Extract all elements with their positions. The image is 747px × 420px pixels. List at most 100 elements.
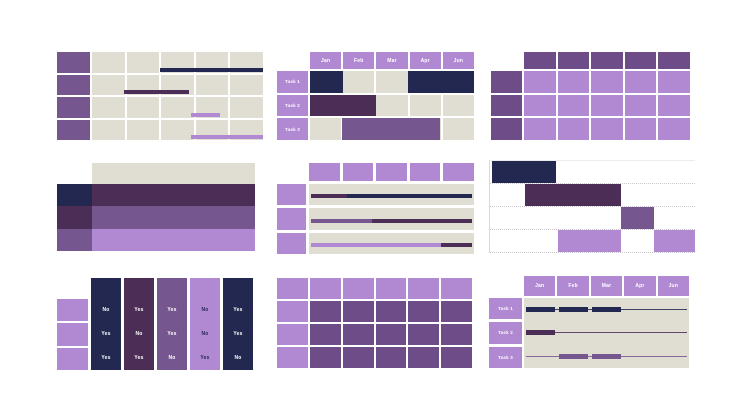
- grid-cell: [376, 71, 408, 93]
- row-header-cell: [277, 208, 306, 230]
- matrix-cell: Yes: [167, 331, 177, 337]
- grid-cell: [195, 74, 229, 95]
- cascade-row: [490, 184, 695, 207]
- gantt-bar: [524, 184, 622, 206]
- stacked-row-bar: [92, 184, 255, 207]
- progress-segment: [441, 243, 472, 248]
- corner-cell: [491, 52, 522, 69]
- matrix-column: No No Yes: [190, 278, 220, 370]
- matrix-cell: Yes: [134, 307, 144, 313]
- grid-cell: [230, 52, 263, 73]
- timeline-segment: [559, 307, 588, 313]
- thumbnail-stacked-bars[interactable]: [57, 163, 255, 251]
- timeline-segment: [526, 330, 555, 336]
- progress-track: [309, 184, 474, 206]
- corner-cell: [277, 52, 308, 69]
- row-header-column: [57, 52, 90, 140]
- progress-row: [277, 232, 474, 254]
- row-header-cell: [57, 52, 90, 73]
- gantt-bar: [557, 230, 622, 252]
- thumbnail-purple-table[interactable]: [491, 52, 690, 140]
- row-header-cell: [491, 94, 522, 117]
- body-cell: [658, 94, 690, 117]
- gantt-bar: [159, 67, 263, 72]
- progress-row: [277, 208, 474, 230]
- body-cell: [375, 324, 407, 345]
- column-header-cell: [443, 163, 474, 181]
- gantt-row-area: [310, 71, 475, 93]
- grid-cell: [195, 97, 229, 118]
- grid-row: [92, 119, 263, 140]
- grid-cell: [92, 52, 125, 73]
- matrix-cell: No: [201, 331, 209, 337]
- month-header-cell: Jan: [524, 276, 556, 296]
- progress-segment: [311, 243, 442, 248]
- column-header-cell: [409, 163, 441, 181]
- task-label-cell: Task 2: [277, 94, 308, 117]
- gantt-bar: [408, 71, 474, 93]
- thumbnail-yes-no-matrix[interactable]: No Yes Yes Yes No Yes Yes Yes No No No Yes Yes Yes No: [57, 278, 253, 370]
- gantt-row: Task 2: [277, 94, 475, 117]
- body-cell: [591, 94, 623, 117]
- progress-bar: [311, 194, 472, 199]
- grid-cell: [310, 118, 342, 141]
- thumbnail-shaded-table[interactable]: [277, 278, 472, 368]
- progress-segment: [311, 194, 348, 199]
- row-header-column: [57, 299, 88, 370]
- matrix-cell: No: [102, 307, 110, 313]
- column-header-cell: [624, 52, 657, 69]
- timeline-segment: [526, 307, 555, 313]
- row-header-cell: [277, 232, 306, 254]
- grid-row: [92, 97, 263, 118]
- thumbnail-month-gantt[interactable]: Jan Feb Mar Apr Jun Task 1 Task 2 Task 3: [277, 52, 475, 141]
- body-cell: [441, 324, 472, 345]
- matrix-cell: Yes: [200, 355, 210, 361]
- column-header-cell: [591, 52, 623, 69]
- gantt-row-area: [310, 118, 475, 141]
- stacked-row: [57, 228, 255, 251]
- stacked-row-label: [57, 184, 92, 207]
- matrix-column: No Yes Yes: [91, 278, 121, 370]
- month-header-cell: Feb: [557, 276, 589, 296]
- column-header-cell: [309, 278, 341, 299]
- thumbnail-cascade-gantt[interactable]: [489, 160, 695, 253]
- body-cell: [591, 118, 623, 140]
- gantt-bar: [621, 207, 654, 229]
- body-cell: [408, 347, 440, 368]
- cascade-row: [490, 161, 695, 184]
- row-header-cell: [57, 347, 88, 370]
- gantt-bar: [310, 94, 376, 117]
- month-header-row: Jan Feb Mar Apr Jun: [277, 52, 475, 69]
- thumbnail-timeline-gantt[interactable]: Jan Feb Mar Apr Jun Task 1 Task 2 Task 3: [489, 276, 690, 368]
- row-header-cell: [57, 74, 90, 95]
- column-header-cell: [277, 278, 308, 299]
- body-cell: [309, 347, 341, 368]
- grid-cell: [230, 119, 263, 140]
- matrix-cell: No: [135, 331, 143, 337]
- column-header-cell: [408, 278, 440, 299]
- body-cell: [524, 118, 556, 140]
- thumbnail-gantt-grid-bars[interactable]: [57, 52, 263, 140]
- grid-cell: [230, 97, 263, 118]
- grid-cell: [161, 74, 194, 95]
- progress-segment: [347, 194, 472, 199]
- gantt-bar: [341, 118, 440, 141]
- body-cell: [524, 71, 556, 93]
- timeline-area: [524, 298, 689, 368]
- grid-cell: [442, 118, 475, 141]
- timeline-segment: [559, 353, 588, 359]
- body-cell: [309, 301, 341, 322]
- task-label-cell: Task 3: [277, 118, 308, 141]
- row-header-cell: [57, 299, 88, 322]
- cascade-row: [490, 230, 695, 253]
- thumbnail-progress-gantt[interactable]: [277, 163, 474, 254]
- task-label-cell: Task 2: [489, 322, 522, 344]
- month-header-cell: Feb: [343, 52, 375, 69]
- body-cell: [342, 347, 374, 368]
- row-header-cell: [491, 71, 522, 93]
- timeline-body: Task 1 Task 2 Task 3: [489, 298, 689, 368]
- gantt-bar: [310, 71, 343, 93]
- grid-cell: [126, 97, 160, 118]
- gantt-bar: [654, 230, 695, 252]
- progress-bar: [311, 243, 472, 248]
